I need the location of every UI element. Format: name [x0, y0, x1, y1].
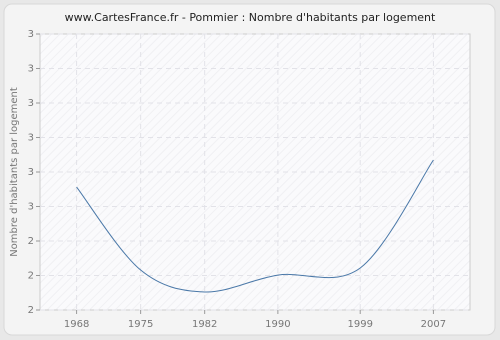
chart-title: www.CartesFrance.fr - Pommier : Nombre d… — [65, 11, 436, 24]
y-axis-label: Nombre d'habitants par logement — [9, 87, 20, 257]
x-tick-label: 1968 — [64, 319, 89, 330]
y-tick-label: 3 — [28, 167, 34, 178]
x-tick-label: 2007 — [421, 319, 446, 330]
y-tick-label: 3 — [28, 98, 34, 109]
x-tick-label: 1975 — [128, 319, 153, 330]
x-tick-label: 1999 — [347, 319, 372, 330]
y-tick-label: 3 — [28, 29, 34, 40]
x-tick-label: 1982 — [192, 319, 217, 330]
y-tick-label: 3 — [28, 202, 34, 213]
y-tick-label: 2 — [28, 236, 34, 247]
data-line — [76, 159, 434, 293]
y-tick-label: 3 — [28, 64, 34, 75]
y-tick-label: 2 — [28, 305, 34, 316]
y-tick-label: 3 — [28, 133, 34, 144]
plot-area — [39, 33, 471, 311]
x-tick-label: 1990 — [265, 319, 290, 330]
y-tick-label: 2 — [28, 271, 34, 282]
